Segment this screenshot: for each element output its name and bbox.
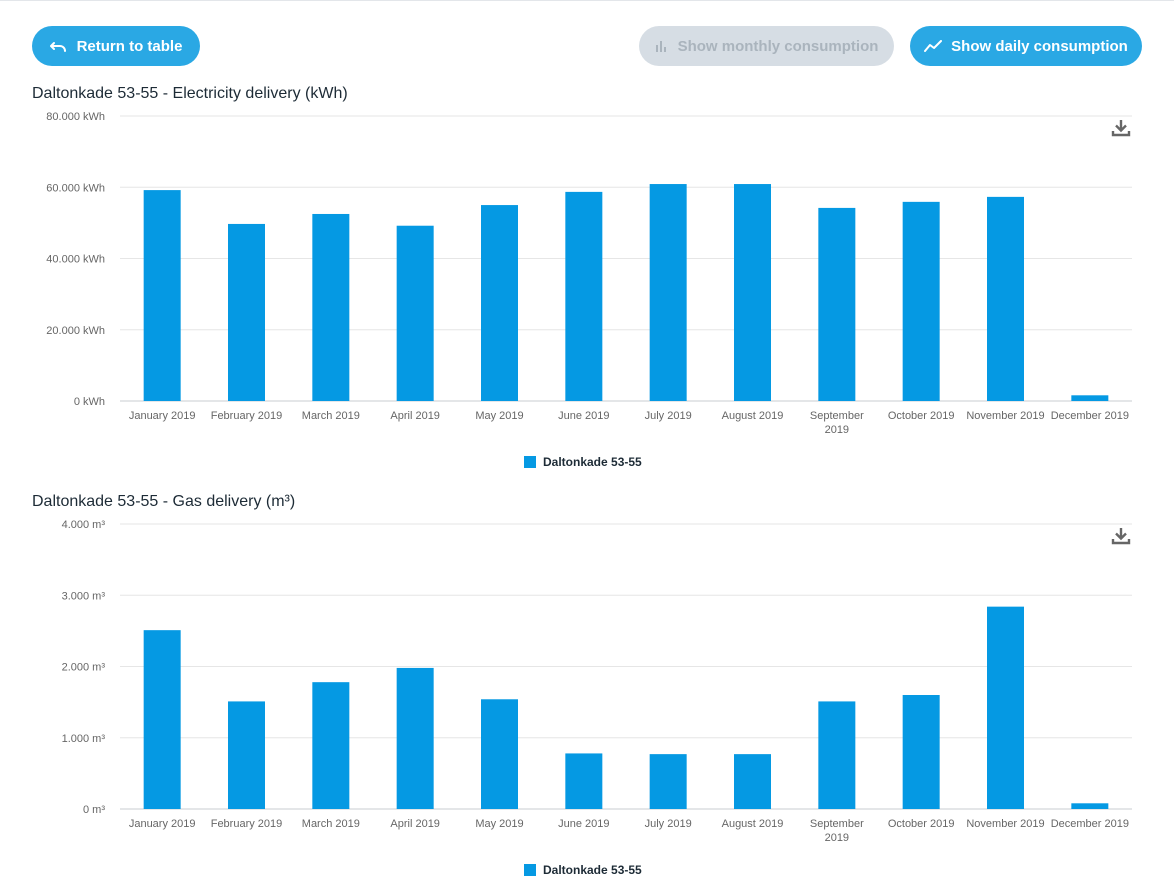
electricity-legend[interactable]: Daltonkade 53-55 bbox=[524, 455, 642, 469]
y-tick-label: 4.000 m³ bbox=[62, 519, 106, 531]
electricity-chart-svg: 0 kWh 20.000 kWh 40.000 kWh 60.000 kWh 80.00… bbox=[46, 111, 1132, 436]
bar[interactable] bbox=[312, 213, 350, 401]
bar[interactable] bbox=[1071, 395, 1109, 401]
bar[interactable] bbox=[143, 630, 181, 809]
bar[interactable] bbox=[143, 190, 181, 401]
bar[interactable] bbox=[649, 754, 687, 809]
bar[interactable] bbox=[228, 701, 265, 809]
bar[interactable] bbox=[312, 682, 350, 809]
x-tick-label: November 2019 bbox=[966, 818, 1044, 830]
y-tick-label: 60.000 kWh bbox=[46, 182, 105, 194]
x-tick-label: March 2019 bbox=[302, 818, 360, 830]
download-icon bbox=[1111, 528, 1131, 545]
x-tick-label: September 2019 bbox=[810, 818, 864, 844]
x-tick-label: October 2019 bbox=[888, 410, 955, 422]
legend-label: Daltonkade 53-55 bbox=[543, 455, 642, 469]
x-tick-label: February 2019 bbox=[211, 410, 283, 422]
x-tick-label: August 2019 bbox=[722, 818, 784, 830]
bar[interactable] bbox=[396, 225, 434, 401]
gas-chart: 0 m³ 1.000 m³ 2.000 m³ 3.000 m³ 4.000 m³ Janu… bbox=[0, 512, 1174, 852]
x-tick-label: April 2019 bbox=[390, 818, 440, 830]
show-daily-consumption-label: Show daily consumption bbox=[951, 37, 1128, 55]
y-tick-label: 0 m³ bbox=[83, 804, 105, 816]
x-tick-label: January 2019 bbox=[129, 410, 196, 422]
bar[interactable] bbox=[228, 223, 265, 401]
y-tick-label: 80.000 kWh bbox=[46, 111, 105, 123]
x-tick-label: June 2019 bbox=[558, 410, 609, 422]
y-tick-label: 40.000 kWh bbox=[46, 254, 105, 266]
x-tick-label: July 2019 bbox=[645, 410, 692, 422]
x-tick-label: July 2019 bbox=[645, 818, 692, 830]
show-monthly-consumption-label: Show monthly consumption bbox=[677, 37, 879, 55]
y-tick-label: 0 kWh bbox=[74, 396, 105, 408]
y-tick-label: 2.000 m³ bbox=[62, 662, 106, 674]
undo-arrow-icon bbox=[49, 39, 68, 53]
trend-line-icon bbox=[924, 40, 943, 52]
bar[interactable] bbox=[818, 701, 856, 809]
x-tick-label: November 2019 bbox=[966, 410, 1044, 422]
return-to-table-button[interactable]: Return to table bbox=[32, 26, 200, 66]
electricity-download-button[interactable] bbox=[1111, 118, 1131, 138]
electricity-chart: 0 kWh 20.000 kWh 40.000 kWh 60.000 kWh 80.00… bbox=[0, 104, 1174, 444]
gas-chart-svg: 0 m³ 1.000 m³ 2.000 m³ 3.000 m³ 4.000 m³ Janu… bbox=[62, 519, 1132, 844]
show-monthly-consumption-button[interactable]: Show monthly consumption bbox=[639, 26, 894, 66]
bar[interactable] bbox=[902, 201, 940, 401]
bar[interactable] bbox=[902, 695, 940, 809]
bar[interactable] bbox=[565, 191, 603, 401]
x-tick-label: May 2019 bbox=[475, 410, 523, 422]
legend-swatch bbox=[524, 864, 536, 876]
bar-chart-icon bbox=[655, 40, 669, 52]
x-tick-label: June 2019 bbox=[558, 818, 609, 830]
legend-swatch bbox=[524, 456, 536, 468]
x-tick-label: May 2019 bbox=[475, 818, 523, 830]
x-tick-label: January 2019 bbox=[129, 818, 196, 830]
bar[interactable] bbox=[1071, 803, 1109, 809]
return-to-table-label: Return to table bbox=[76, 37, 183, 55]
show-daily-consumption-button[interactable]: Show daily consumption bbox=[910, 26, 1142, 66]
x-tick-label: April 2019 bbox=[390, 410, 440, 422]
x-tick-label: December 2019 bbox=[1051, 410, 1129, 422]
x-tick-label: February 2019 bbox=[211, 818, 283, 830]
bar[interactable] bbox=[987, 606, 1024, 809]
x-tick-label: September 2019 bbox=[810, 410, 864, 436]
bar[interactable] bbox=[565, 753, 603, 809]
x-tick-label: December 2019 bbox=[1051, 818, 1129, 830]
bar[interactable] bbox=[481, 205, 518, 401]
bar[interactable] bbox=[649, 184, 687, 401]
electricity-chart-title: Daltonkade 53-55 - Electricity delivery … bbox=[32, 85, 348, 102]
y-tick-label: 3.000 m³ bbox=[62, 590, 106, 602]
download-icon bbox=[1111, 120, 1131, 137]
top-divider bbox=[0, 0, 1174, 1]
bar[interactable] bbox=[734, 754, 771, 809]
y-tick-label: 1.000 m³ bbox=[62, 733, 106, 745]
bar[interactable] bbox=[481, 699, 518, 809]
x-tick-label: August 2019 bbox=[722, 410, 784, 422]
gas-legend[interactable]: Daltonkade 53-55 bbox=[524, 863, 642, 877]
x-tick-label: March 2019 bbox=[302, 410, 360, 422]
bar[interactable] bbox=[734, 184, 771, 401]
gas-download-button[interactable] bbox=[1111, 526, 1131, 546]
x-tick-label: October 2019 bbox=[888, 818, 955, 830]
legend-label: Daltonkade 53-55 bbox=[543, 863, 642, 877]
bar[interactable] bbox=[396, 667, 434, 809]
gas-chart-title: Daltonkade 53-55 - Gas delivery (m³) bbox=[32, 493, 296, 510]
y-tick-label: 20.000 kWh bbox=[46, 325, 105, 337]
bar[interactable] bbox=[987, 196, 1024, 401]
bar[interactable] bbox=[818, 207, 856, 401]
